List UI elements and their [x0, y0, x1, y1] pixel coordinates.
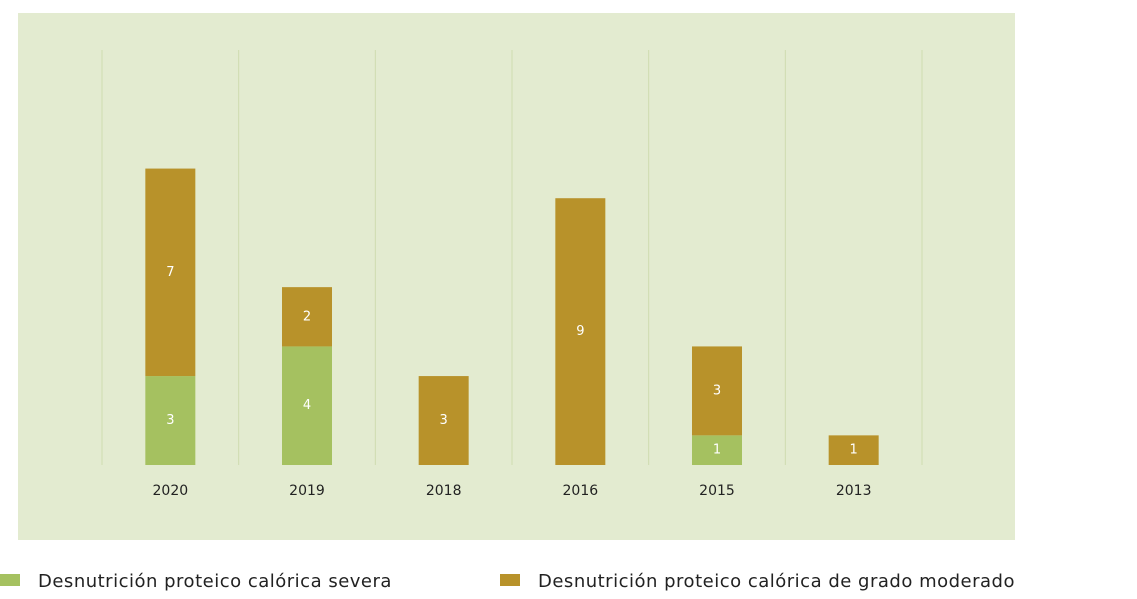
- legend-label: Desnutrición proteico calórica de grado …: [538, 571, 1015, 592]
- bar-value-label: 3: [713, 383, 721, 398]
- bar-value-label: 1: [850, 443, 858, 458]
- bar-value-label: 4: [303, 398, 311, 413]
- legend-swatch: [0, 574, 20, 586]
- bar-segment: [692, 346, 742, 436]
- bar-value-label: 9: [576, 324, 584, 339]
- x-tick-label: 2020: [153, 483, 189, 499]
- bar-value-label: 3: [440, 413, 448, 428]
- bar-segment: [555, 198, 606, 465]
- bar-segment: [828, 435, 879, 465]
- x-tick-label: 2013: [836, 483, 872, 499]
- bar-segment: [145, 168, 196, 377]
- bar-segment: [282, 346, 332, 465]
- x-tick-label: 2015: [699, 483, 735, 499]
- bar-segment: [692, 435, 742, 465]
- legend-swatch: [500, 574, 520, 586]
- bar-value-label: 7: [166, 265, 174, 280]
- bar-value-label: 2: [303, 309, 311, 324]
- bar-segment: [145, 376, 196, 465]
- bar-segment: [282, 287, 332, 347]
- x-tick-label: 2018: [426, 483, 462, 499]
- bar-value-label: 3: [166, 413, 174, 428]
- x-tick-label: 2016: [563, 483, 599, 499]
- bar-segment: [418, 376, 469, 465]
- bar-value-label: 1: [713, 443, 721, 458]
- x-tick-label: 2019: [289, 483, 325, 499]
- legend-label: Desnutrición proteico calórica severa: [38, 571, 392, 592]
